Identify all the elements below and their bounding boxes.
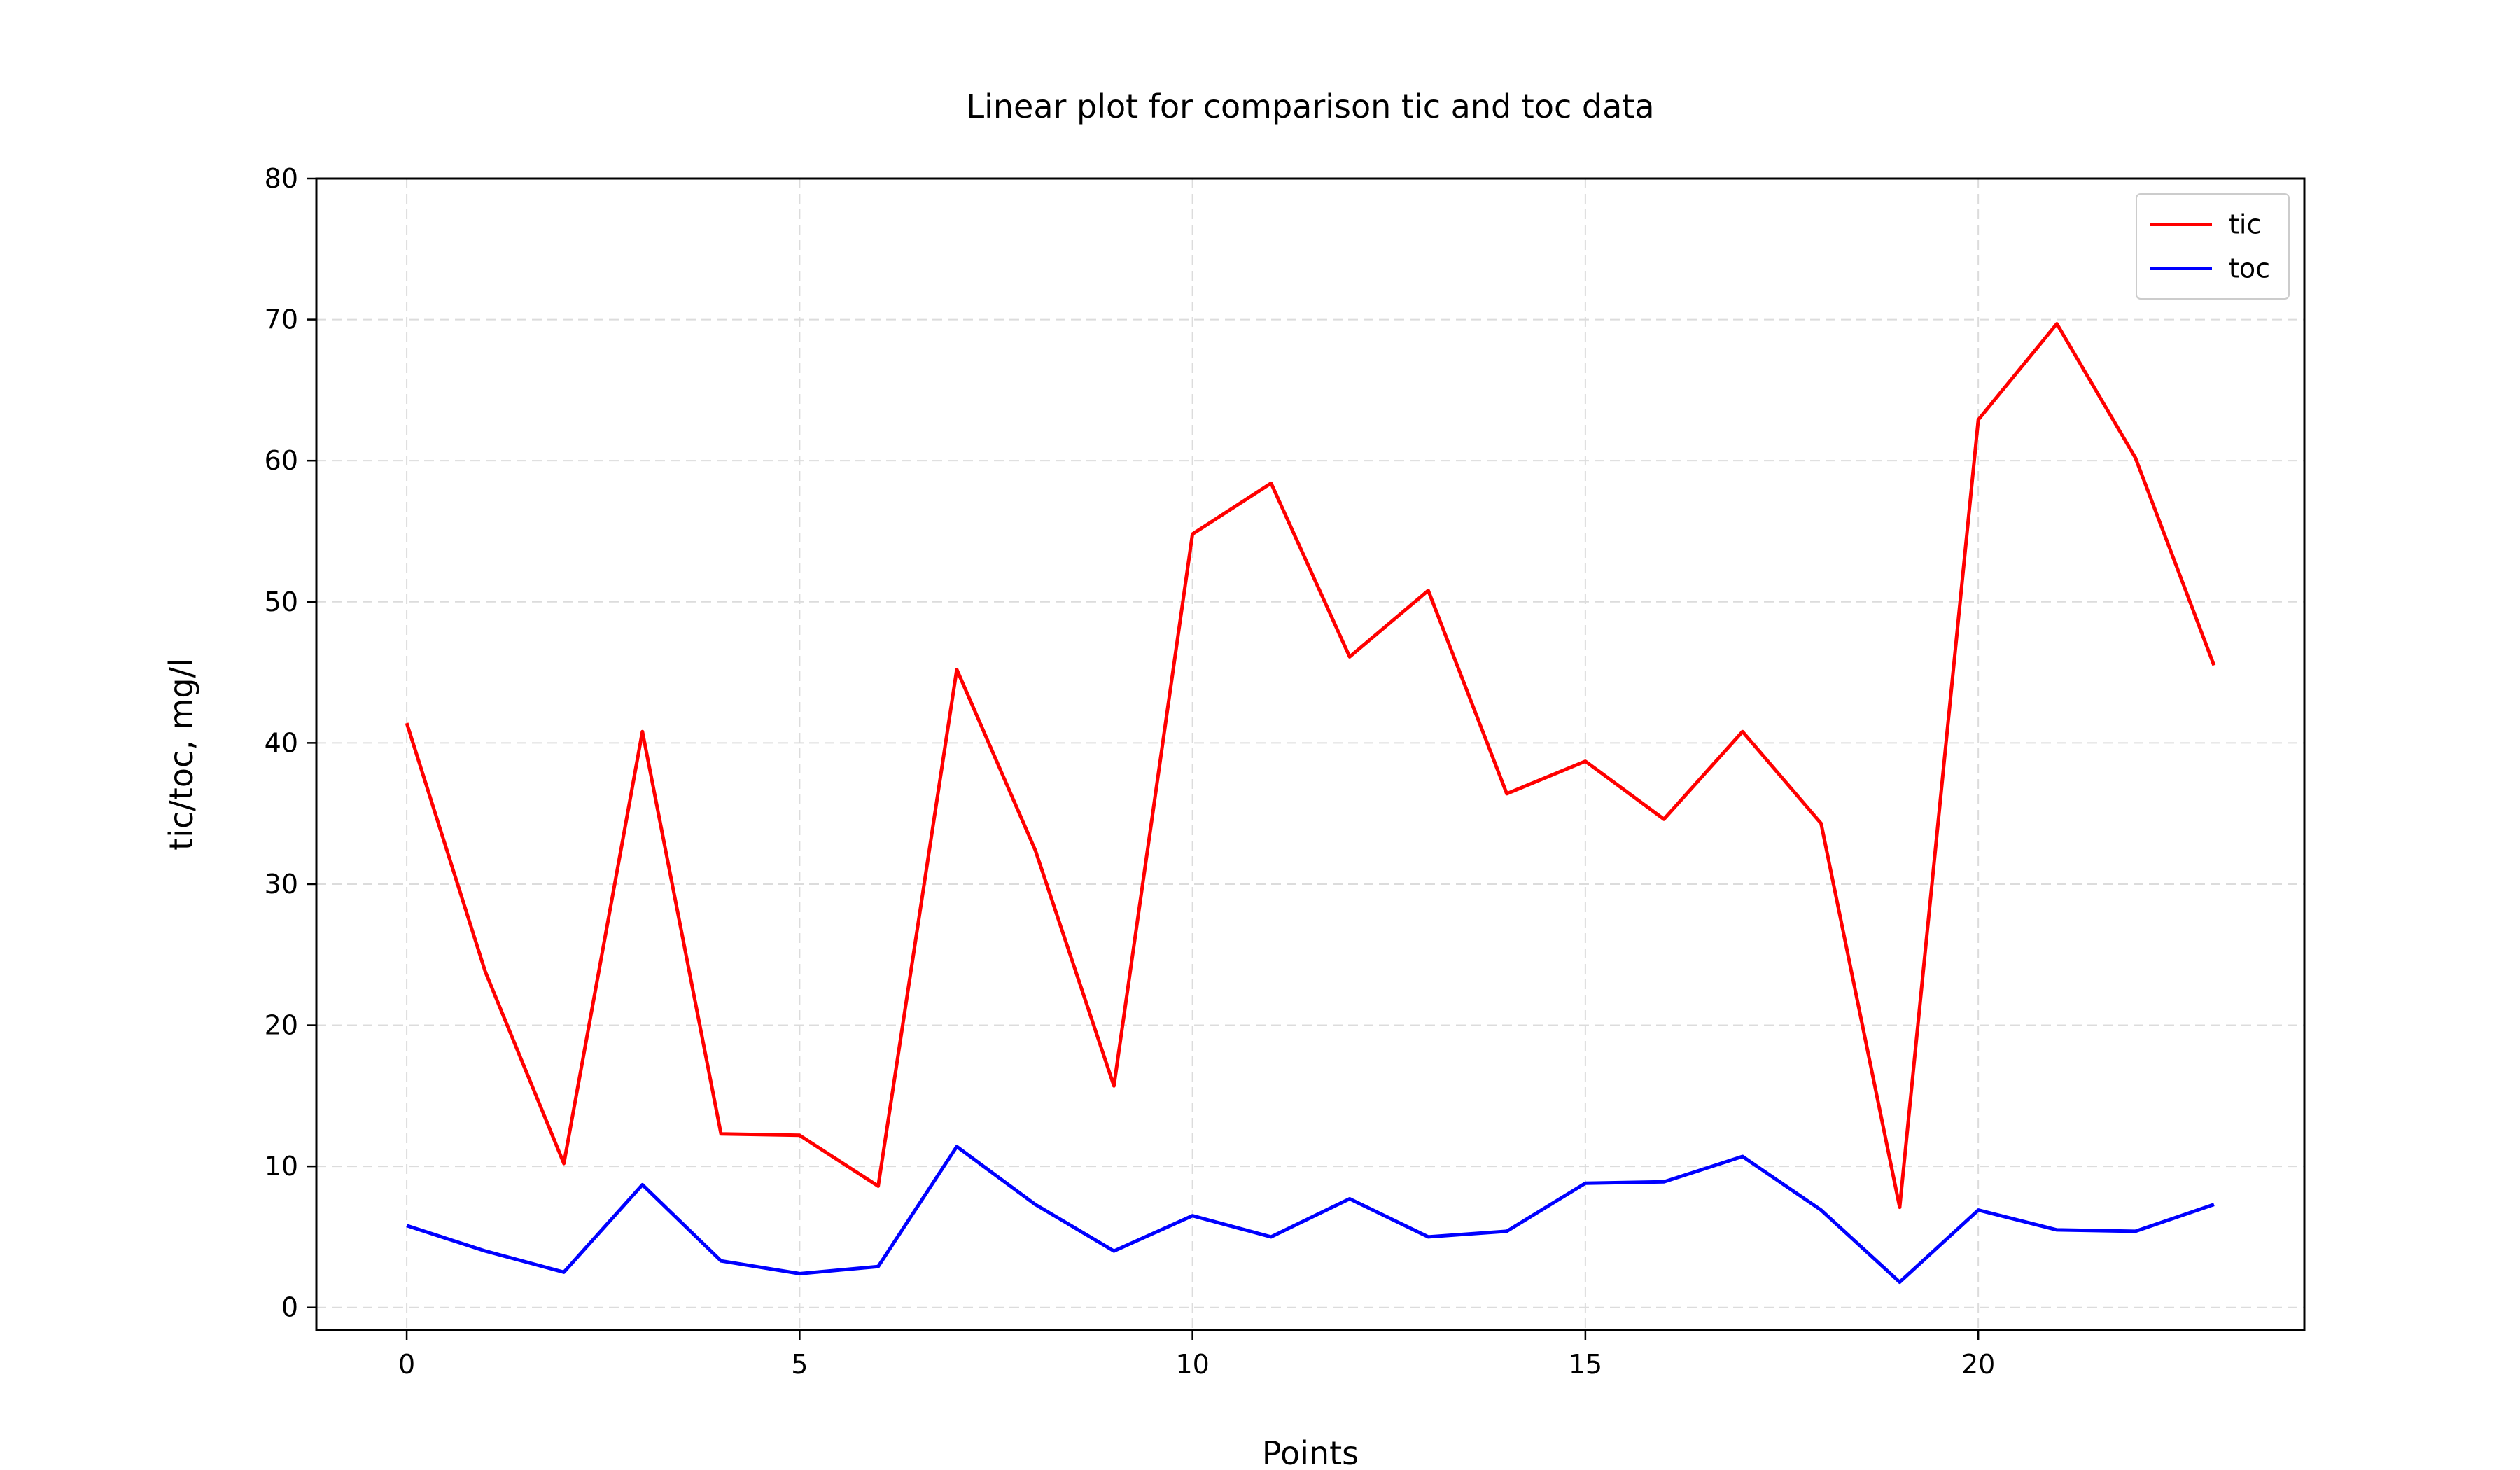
y-tick-label-5: 50	[265, 587, 298, 617]
y-tick-label-2: 20	[265, 1010, 298, 1041]
y-tick-label-6: 60	[265, 445, 298, 476]
x-tick-label-2: 10	[1175, 1349, 1209, 1380]
y-tick-label-7: 70	[265, 304, 298, 335]
grid	[316, 178, 2304, 1330]
y-tick-label-4: 40	[265, 727, 298, 758]
legend-label-toc: toc	[2229, 253, 2270, 284]
legend-label-tic: tic	[2229, 209, 2261, 240]
legend: tic toc	[2136, 193, 2290, 300]
y-axis: 0 10 20 30 40 50 60 70 80	[265, 163, 316, 1323]
x-tick-label-1: 5	[791, 1349, 808, 1380]
x-tick-label-0: 0	[398, 1349, 415, 1380]
x-axis: 0 5 10 15 20	[398, 1330, 1995, 1380]
y-axis-label: tic/toc, mg/l	[162, 658, 200, 850]
x-tick-label-3: 15	[1569, 1349, 1602, 1380]
series-line-toc	[406, 1144, 2215, 1284]
legend-box	[2136, 193, 2290, 300]
x-tick-label-4: 20	[1961, 1349, 1995, 1380]
series-line-tic	[405, 322, 2216, 1210]
y-tick-label-8: 80	[265, 163, 298, 194]
series-lines	[405, 322, 2216, 1284]
y-tick-label-3: 30	[265, 869, 298, 899]
plot-frame	[315, 177, 2306, 1331]
x-axis-label: Points	[1262, 1434, 1359, 1470]
y-tick-label-1: 10	[265, 1151, 298, 1182]
chart-title: Linear plot for comparison tic and toc d…	[966, 88, 1654, 125]
y-tick-label-0: 0	[281, 1292, 298, 1323]
